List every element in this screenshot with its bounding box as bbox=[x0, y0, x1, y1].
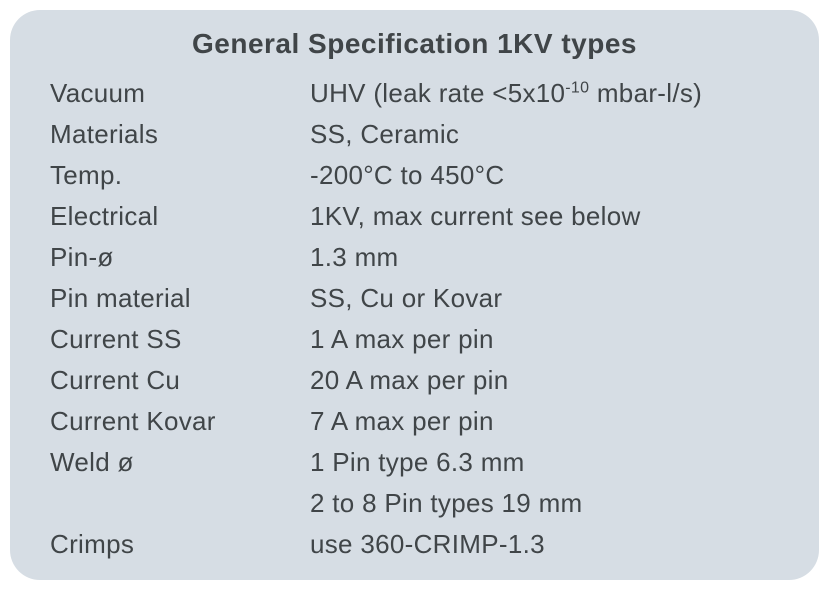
spec-value: 1.3 mm bbox=[310, 242, 779, 273]
spec-value: use 360-CRIMP-1.3 bbox=[310, 529, 779, 560]
spec-label: Temp. bbox=[50, 160, 310, 191]
spec-value: 1 Pin type 6.3 mm bbox=[310, 447, 779, 478]
spec-row: 2 to 8 Pin types 19 mm bbox=[50, 488, 779, 519]
spec-label: Current SS bbox=[50, 324, 310, 355]
spec-value: 20 A max per pin bbox=[310, 365, 779, 396]
spec-label: Vacuum bbox=[50, 78, 310, 109]
spec-row: Vacuum UHV (leak rate <5x10-10 mbar-l/s) bbox=[50, 78, 779, 109]
spec-row: Electrical 1KV, max current see below bbox=[50, 201, 779, 232]
spec-row: Weld ø 1 Pin type 6.3 mm bbox=[50, 447, 779, 478]
spec-label: Pin-ø bbox=[50, 242, 310, 273]
spec-value: SS, Cu or Kovar bbox=[310, 283, 779, 314]
spec-value: -200°C to 450°C bbox=[310, 160, 779, 191]
spec-panel: General Specification 1KV types Vacuum U… bbox=[10, 10, 819, 580]
spec-row: Pin material SS, Cu or Kovar bbox=[50, 283, 779, 314]
spec-row: Crimps use 360-CRIMP-1.3 bbox=[50, 529, 779, 560]
spec-label: Current Kovar bbox=[50, 406, 310, 437]
spec-label: Current Cu bbox=[50, 365, 310, 396]
spec-value: 1KV, max current see below bbox=[310, 201, 779, 232]
spec-row: Materials SS, Ceramic bbox=[50, 119, 779, 150]
spec-label: Crimps bbox=[50, 529, 310, 560]
spec-label: Weld ø bbox=[50, 447, 310, 478]
spec-row: Current SS 1 A max per pin bbox=[50, 324, 779, 355]
spec-row: Pin-ø 1.3 mm bbox=[50, 242, 779, 273]
spec-value: SS, Ceramic bbox=[310, 119, 779, 150]
spec-value: 1 A max per pin bbox=[310, 324, 779, 355]
spec-row: Current Cu 20 A max per pin bbox=[50, 365, 779, 396]
spec-label: Materials bbox=[50, 119, 310, 150]
spec-row: Current Kovar 7 A max per pin bbox=[50, 406, 779, 437]
spec-row: Temp. -200°C to 450°C bbox=[50, 160, 779, 191]
spec-table: Vacuum UHV (leak rate <5x10-10 mbar-l/s)… bbox=[50, 78, 779, 560]
panel-title: General Specification 1KV types bbox=[50, 28, 779, 60]
spec-label: Electrical bbox=[50, 201, 310, 232]
spec-value: 7 A max per pin bbox=[310, 406, 779, 437]
spec-label: Pin material bbox=[50, 283, 310, 314]
spec-value: UHV (leak rate <5x10-10 mbar-l/s) bbox=[310, 78, 779, 109]
spec-value: 2 to 8 Pin types 19 mm bbox=[310, 488, 779, 519]
